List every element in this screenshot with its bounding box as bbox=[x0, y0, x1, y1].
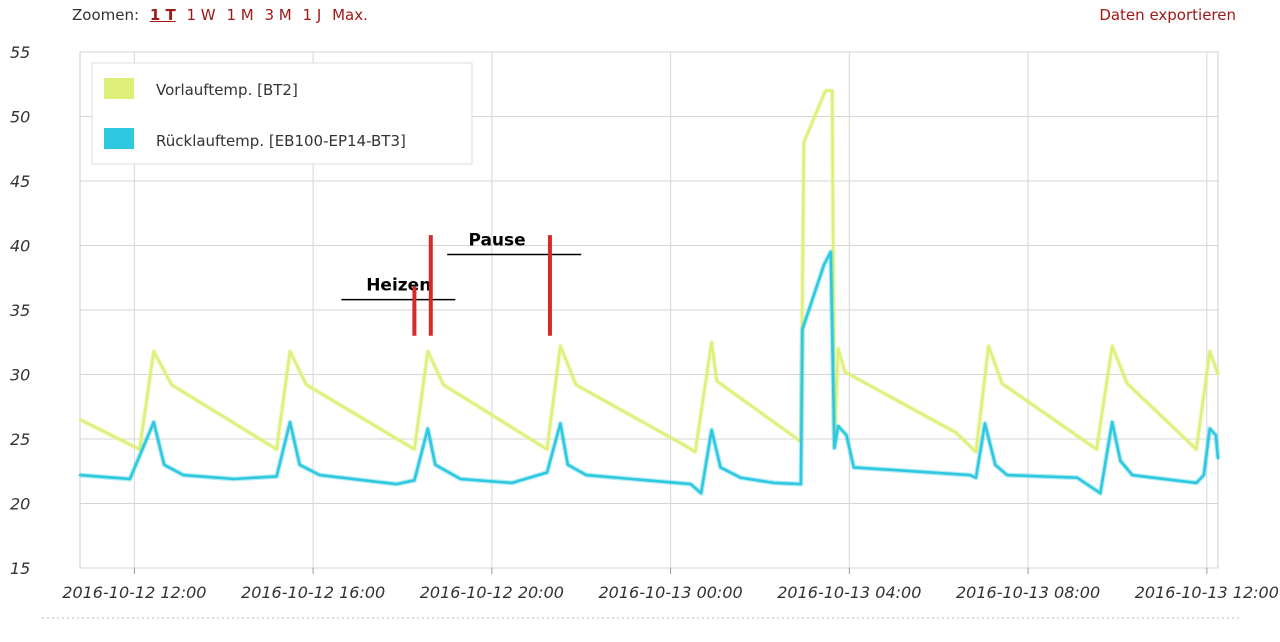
legend-label-ruecklauf: Rücklauftemp. [EB100-EP14-BT3] bbox=[156, 132, 406, 150]
series-line-0 bbox=[78, 89, 1220, 454]
x-tick-label: 2016-10-13 04:00 bbox=[777, 583, 921, 602]
x-tick-label: 2016-10-12 20:00 bbox=[420, 583, 564, 602]
zoom-option-1-month[interactable]: 1 M bbox=[226, 6, 254, 24]
series-line-1 bbox=[78, 250, 1220, 495]
zoom-option-max[interactable]: Max. bbox=[332, 6, 368, 24]
annotation-layer: Heizen Pause bbox=[341, 231, 582, 336]
y-tick-label: 15 bbox=[10, 559, 30, 578]
y-tick-label: 20 bbox=[10, 495, 30, 514]
annotation-label-pause: Pause bbox=[468, 231, 525, 251]
legend-box bbox=[91, 62, 473, 165]
x-tick-label: 2016-10-13 08:00 bbox=[956, 583, 1100, 602]
annotation-label-heizen: Heizen bbox=[366, 276, 431, 296]
export-data-link[interactable]: Daten exportieren bbox=[1099, 6, 1236, 24]
zoom-selector: Zoomen: 1 T 1 W 1 M 3 M 1 J Max. bbox=[72, 6, 368, 24]
legend-swatch-vorlauf bbox=[104, 78, 134, 99]
y-tick-label: 45 bbox=[10, 172, 30, 191]
chart-toolbar: Zoomen: 1 T 1 W 1 M 3 M 1 J Max. Daten e… bbox=[0, 0, 1280, 36]
legend-swatch-ruecklauf bbox=[104, 128, 134, 149]
y-tick-label: 55 bbox=[10, 43, 30, 62]
y-tick-label: 50 bbox=[10, 108, 30, 127]
x-tick-label: 2016-10-12 12:00 bbox=[62, 583, 206, 602]
x-tick-label: 2016-10-13 00:00 bbox=[599, 583, 743, 602]
x-tick-label: 2016-10-13 12:00 bbox=[1135, 583, 1279, 602]
zoom-option-3-months[interactable]: 3 M bbox=[264, 6, 292, 24]
y-tick-label: 25 bbox=[10, 430, 30, 449]
series-layer bbox=[78, 88, 1221, 496]
chart-legend: Vorlauftemp. [BT2] Rücklauftemp. [EB100-… bbox=[91, 62, 473, 165]
y-axis: 15 20 25 30 35 40 45 50 55 bbox=[10, 43, 30, 578]
zoom-option-1-week[interactable]: 1 W bbox=[186, 6, 216, 24]
y-tick-label: 30 bbox=[10, 366, 30, 385]
x-tick-label: 2016-10-12 16:00 bbox=[241, 583, 385, 602]
legend-label-vorlauf: Vorlauftemp. [BT2] bbox=[156, 81, 298, 99]
zoom-option-1-day[interactable]: 1 T bbox=[149, 6, 176, 24]
zoom-label: Zoomen: bbox=[72, 6, 140, 24]
x-axis: 2016-10-12 12:00 2016-10-12 16:00 2016-10-… bbox=[42, 568, 1279, 619]
y-tick-label: 40 bbox=[10, 237, 30, 256]
y-tick-label: 35 bbox=[10, 301, 30, 320]
zoom-option-1-year[interactable]: 1 J bbox=[302, 6, 322, 24]
